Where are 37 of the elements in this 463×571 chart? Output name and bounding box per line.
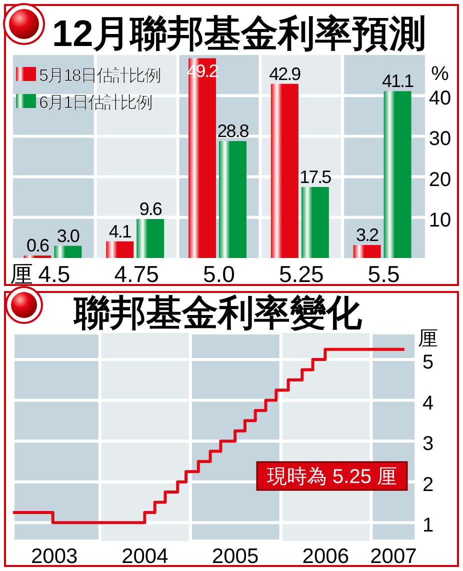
data-label: 3.2 bbox=[356, 225, 380, 246]
annotation: 現時為 5.25 厘 bbox=[256, 461, 408, 491]
x-tick-label: 2005 bbox=[212, 545, 259, 568]
x-axis-title: 厘 bbox=[10, 261, 33, 287]
y-axis-title: % bbox=[431, 63, 450, 85]
x-tick-label: 2006 bbox=[302, 545, 350, 568]
x-tick-label: 4.75 bbox=[114, 261, 159, 287]
data-label: 41.1 bbox=[382, 71, 414, 92]
y-tick-label: 40 bbox=[428, 88, 452, 110]
x-tick-label: 2007 bbox=[370, 545, 417, 568]
legend-label: 6月1日估計比例 bbox=[39, 93, 152, 112]
x-tick-label: 5.5 bbox=[368, 261, 400, 287]
data-label: 42.9 bbox=[269, 64, 302, 84]
x-tick-label: 4.5 bbox=[38, 261, 70, 287]
y-tick-label: 30 bbox=[428, 128, 452, 150]
y-axis-title: 厘 bbox=[418, 328, 438, 350]
x-tick-label: 2003 bbox=[30, 545, 78, 568]
annotation: 現時為 5.25 厘 bbox=[266, 466, 398, 488]
legend-label: 5月18日估計比例 bbox=[39, 66, 160, 85]
data-label: 17.5 bbox=[300, 166, 332, 187]
y-tick-label: 2 bbox=[422, 474, 434, 496]
y-tick-label: 4 bbox=[422, 392, 434, 414]
x-tick-label: 2004 bbox=[122, 545, 169, 568]
x-tick-label: 5.25 bbox=[279, 261, 324, 287]
y-tick-label: 1 bbox=[422, 514, 434, 537]
data-label: 4.1 bbox=[108, 221, 132, 242]
x-tick-label: 5.0 bbox=[203, 261, 235, 287]
chart-title: 12月聯邦基金利率預測 bbox=[52, 13, 426, 54]
data-label: 0.6 bbox=[26, 236, 50, 256]
data-label: 28.8 bbox=[217, 121, 250, 142]
y-tick-label: 10 bbox=[428, 209, 452, 232]
data-label: 3.0 bbox=[56, 226, 80, 246]
y-tick-label: 5 bbox=[422, 352, 434, 374]
y-tick-label: 20 bbox=[428, 168, 452, 191]
y-tick-label: 3 bbox=[422, 433, 434, 456]
data-label: 9.6 bbox=[139, 199, 162, 220]
chart-title: 聯邦基金利率變化 bbox=[73, 292, 363, 333]
